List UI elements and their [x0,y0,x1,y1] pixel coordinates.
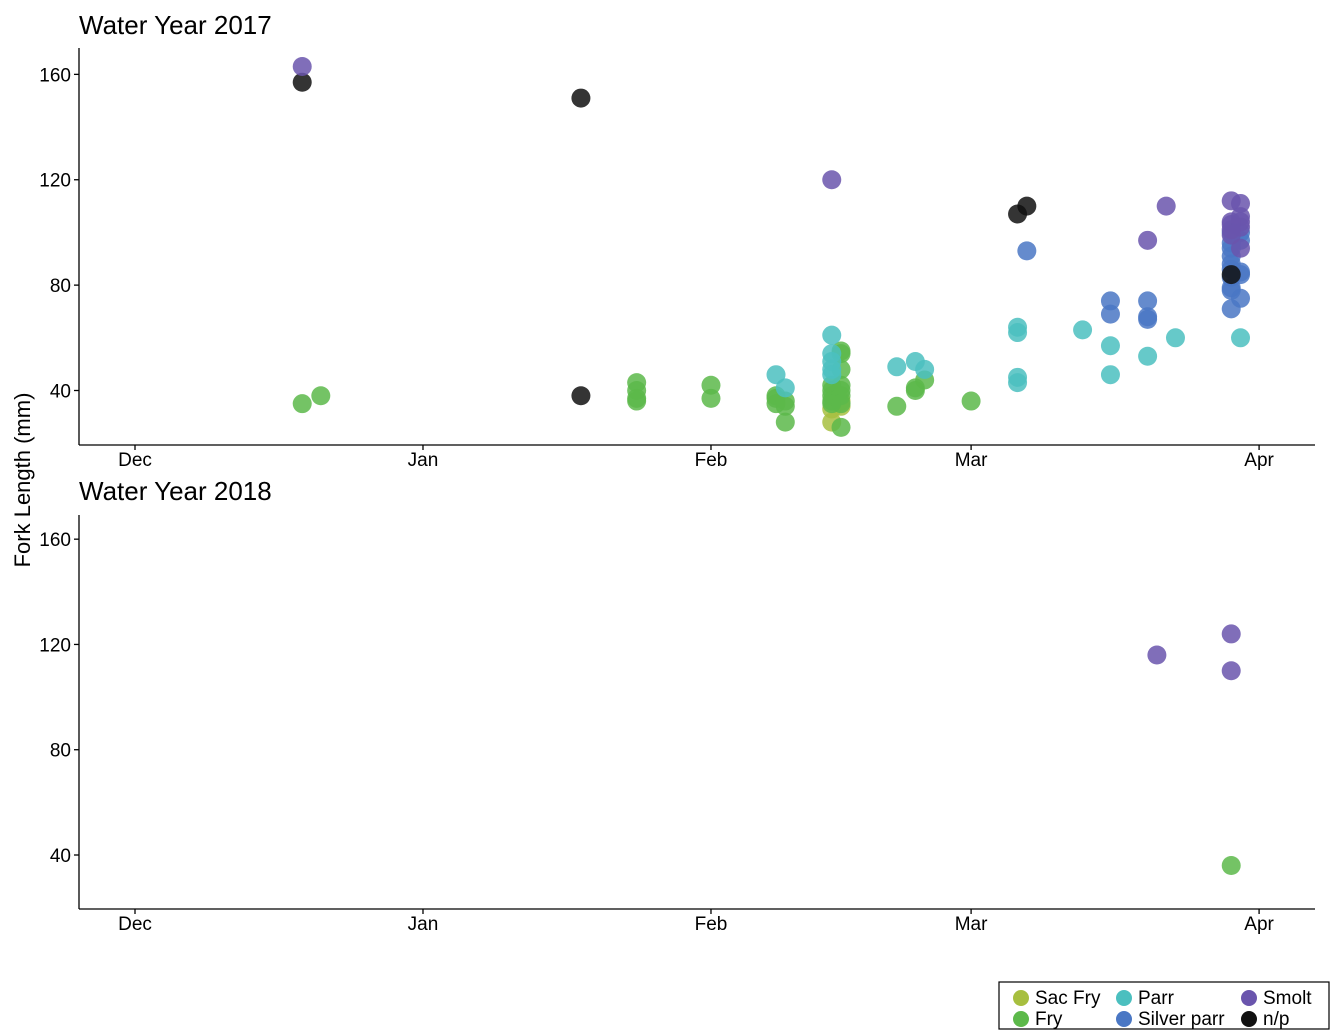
data-point [822,170,842,190]
y-tick-label: 160 [39,530,71,551]
legend-label: Sac Fry [1035,988,1101,1009]
data-point [775,396,795,416]
data-point [775,378,795,398]
data-point [292,394,312,414]
series-fry [292,341,981,437]
data-point [1017,196,1037,216]
data-point [766,365,786,385]
data-point [701,375,721,395]
legend-marker [1116,1011,1132,1027]
panel-title: Water Year 2017 [79,10,272,40]
legend-marker [1241,990,1257,1006]
y-tick-label: 80 [50,741,71,762]
data-point [1147,645,1167,665]
x-tick-label: Mar [955,914,988,935]
series-smolt [292,56,1251,258]
y-axis-label: Fork Length (mm) [10,393,35,568]
data-point [915,359,935,379]
data-point [887,396,907,416]
legend-item-fry: Fry [1013,1009,1063,1030]
x-tick-label: Feb [695,914,728,935]
data-point [1221,856,1241,876]
panel-1: Water Year 2017 40 80 120 160 Dec Jan Feb Mar Apr [39,10,1315,471]
series-parr [766,317,1251,398]
data-point [1231,217,1251,237]
series-fry [1221,856,1241,876]
legend-marker [1013,990,1029,1006]
x-tick-label: Feb [695,450,728,471]
data-point [831,394,851,414]
legend-label: n/p [1263,1009,1289,1030]
data-point [1100,365,1120,385]
data-point [1017,241,1037,261]
x-tick-label: Apr [1244,914,1274,935]
data-point [822,325,842,345]
data-point [1100,336,1120,356]
x-tick-label: Mar [955,450,988,471]
legend-item-n-p: n/p [1241,1009,1289,1030]
data-point [1138,291,1158,311]
panel-2: Water Year 2018 40 80 120 160 Dec Jan Feb Mar Apr [39,476,1315,935]
data-point [1100,291,1120,311]
x-tick-label: Dec [118,450,152,471]
y-tick-label: 160 [39,65,71,86]
legend-marker [1241,1011,1257,1027]
data-point [831,417,851,437]
legend-label: Fry [1035,1009,1063,1030]
data-point [887,357,907,377]
data-point [292,56,312,76]
data-point [1138,346,1158,366]
y-tick-label: 120 [39,635,71,656]
legend-label: Silver parr [1138,1009,1225,1030]
data-point [292,72,312,92]
data-point [1008,323,1028,343]
data-point [961,391,981,411]
data-point [775,412,795,432]
legend-label: Smolt [1263,988,1312,1009]
data-point [1156,196,1176,216]
y-tick-label: 40 [50,382,71,403]
data-point [1165,328,1185,348]
legend-marker [1013,1011,1029,1027]
legend-box [998,981,1330,1030]
data-point [1100,304,1120,324]
data-point [1221,624,1241,644]
data-point [1008,373,1028,393]
data-point [1231,328,1251,348]
data-point [822,365,842,385]
panels: Water Year 2017 40 80 120 160 Dec Jan Feb Mar Apr… [39,10,1315,935]
series-smolt [1147,624,1241,681]
series-n-p [292,72,1241,406]
legend-item-smolt: Smolt [1241,988,1312,1009]
y-tick-label: 80 [50,276,71,297]
x-tick-label: Apr [1244,450,1274,471]
data-point [701,388,721,408]
y-tick-label: 40 [50,846,71,867]
data-point [1221,265,1241,285]
legend-label: Parr [1138,988,1175,1009]
data-point [571,88,591,108]
legend-item-parr: Parr [1116,988,1175,1009]
x-tick-label: Jan [408,450,439,471]
data-point [571,386,591,406]
data-point [1073,320,1093,340]
legend-marker [1116,990,1132,1006]
data-point [311,386,331,406]
data-point [1231,238,1251,258]
legend-item-sac-fry: Sac Fry [1013,988,1101,1009]
data-point [1138,230,1158,250]
y-tick-label: 120 [39,171,71,192]
x-tick-label: Dec [118,914,152,935]
series-silver-parr [1017,222,1251,329]
data-point [1231,193,1251,213]
data-point [1231,288,1251,308]
data-point [1138,309,1158,329]
panel-title: Water Year 2018 [79,476,272,506]
x-tick-label: Jan [408,914,439,935]
legend-item-silver-parr: Silver parr [1116,1009,1225,1030]
data-point [1221,661,1241,681]
data-point [627,388,647,408]
